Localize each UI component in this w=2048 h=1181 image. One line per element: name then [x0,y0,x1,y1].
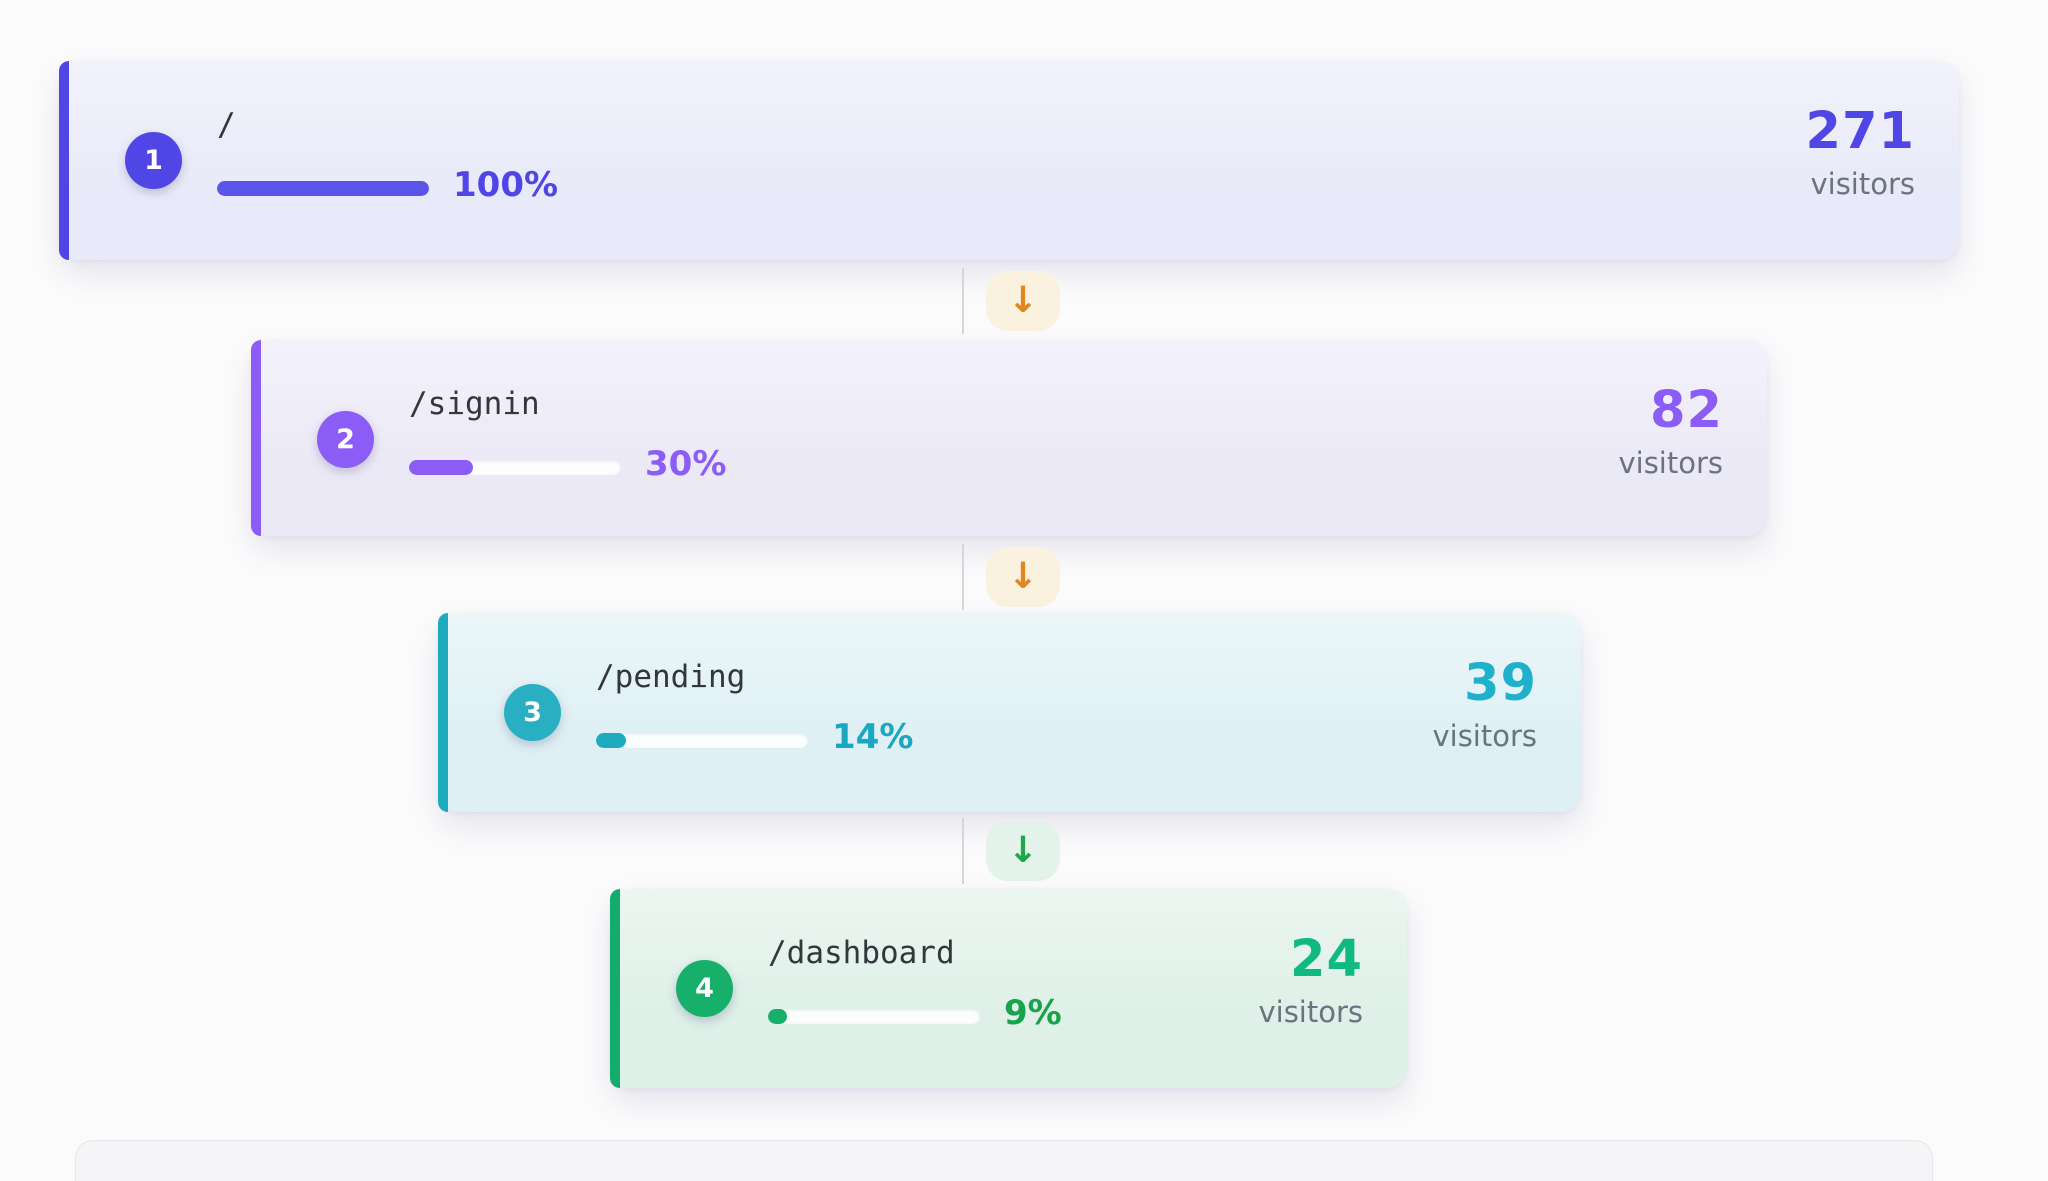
next-card-partial [75,1140,1933,1181]
step-visitor-count: 39 [1464,654,1537,713]
step-percent-label: 14% [832,717,914,757]
step-visitor-unit: visitors [1432,719,1537,753]
step-progress-fill [217,181,429,196]
step-number: 2 [336,424,355,455]
step-path-label: / [217,107,236,143]
step-number-badge: 2 [317,411,374,468]
step-visitors-block: 82 visitors [1618,381,1723,481]
step-progress-bar [596,733,808,748]
funnel-step-2[interactable]: 2 /signin 30% 82 visitors [251,340,1767,536]
step-visitor-unit: visitors [1258,995,1363,1029]
step-progress-bar [768,1009,980,1024]
down-arrow-icon: ↓ [986,821,1060,881]
step-accent-bar [251,340,261,536]
step-visitor-unit: visitors [1618,446,1723,480]
funnel-step-4[interactable]: 4 /dashboard 9% 24 visitors [610,889,1407,1088]
step-visitors-block: 271 visitors [1805,102,1915,202]
step-visitor-unit: visitors [1810,167,1915,201]
step-path-label: /pending [596,659,746,695]
down-arrow-glyph: ↓ [1007,280,1039,321]
step-accent-bar [438,613,448,812]
step-progress-fill [768,1009,788,1024]
step-progress-fill [596,733,626,748]
connector-line [962,268,964,334]
step-progress-bar [409,460,621,475]
step-number-badge: 1 [125,132,182,189]
connector-line [962,818,964,884]
down-arrow-icon: ↓ [986,271,1060,331]
step-percent-label: 9% [1004,993,1062,1033]
step-number-badge: 4 [676,960,733,1017]
step-path-label: /dashboard [768,935,955,971]
step-path-label: /signin [409,386,540,422]
step-number: 1 [144,145,163,176]
step-progress-bar [217,181,429,196]
step-visitors-block: 39 visitors [1432,654,1537,754]
step-visitor-count: 271 [1805,102,1915,161]
step-number-badge: 3 [504,684,561,741]
funnel-step-1[interactable]: 1 / 100% 271 visitors [59,61,1959,260]
down-arrow-glyph: ↓ [1007,830,1039,871]
step-percent-label: 30% [645,444,727,484]
connector-line [962,544,964,610]
down-arrow-glyph: ↓ [1007,556,1039,597]
step-number: 3 [523,697,542,728]
step-visitor-count: 24 [1290,930,1363,989]
step-percent-label: 100% [453,165,559,205]
step-accent-bar [610,889,620,1088]
step-accent-bar [59,61,69,260]
step-number: 4 [695,973,714,1004]
down-arrow-icon: ↓ [986,547,1060,607]
funnel-step-3[interactable]: 3 /pending 14% 39 visitors [438,613,1581,812]
step-visitor-count: 82 [1650,381,1723,440]
step-progress-fill [409,460,473,475]
step-visitors-block: 24 visitors [1258,930,1363,1030]
